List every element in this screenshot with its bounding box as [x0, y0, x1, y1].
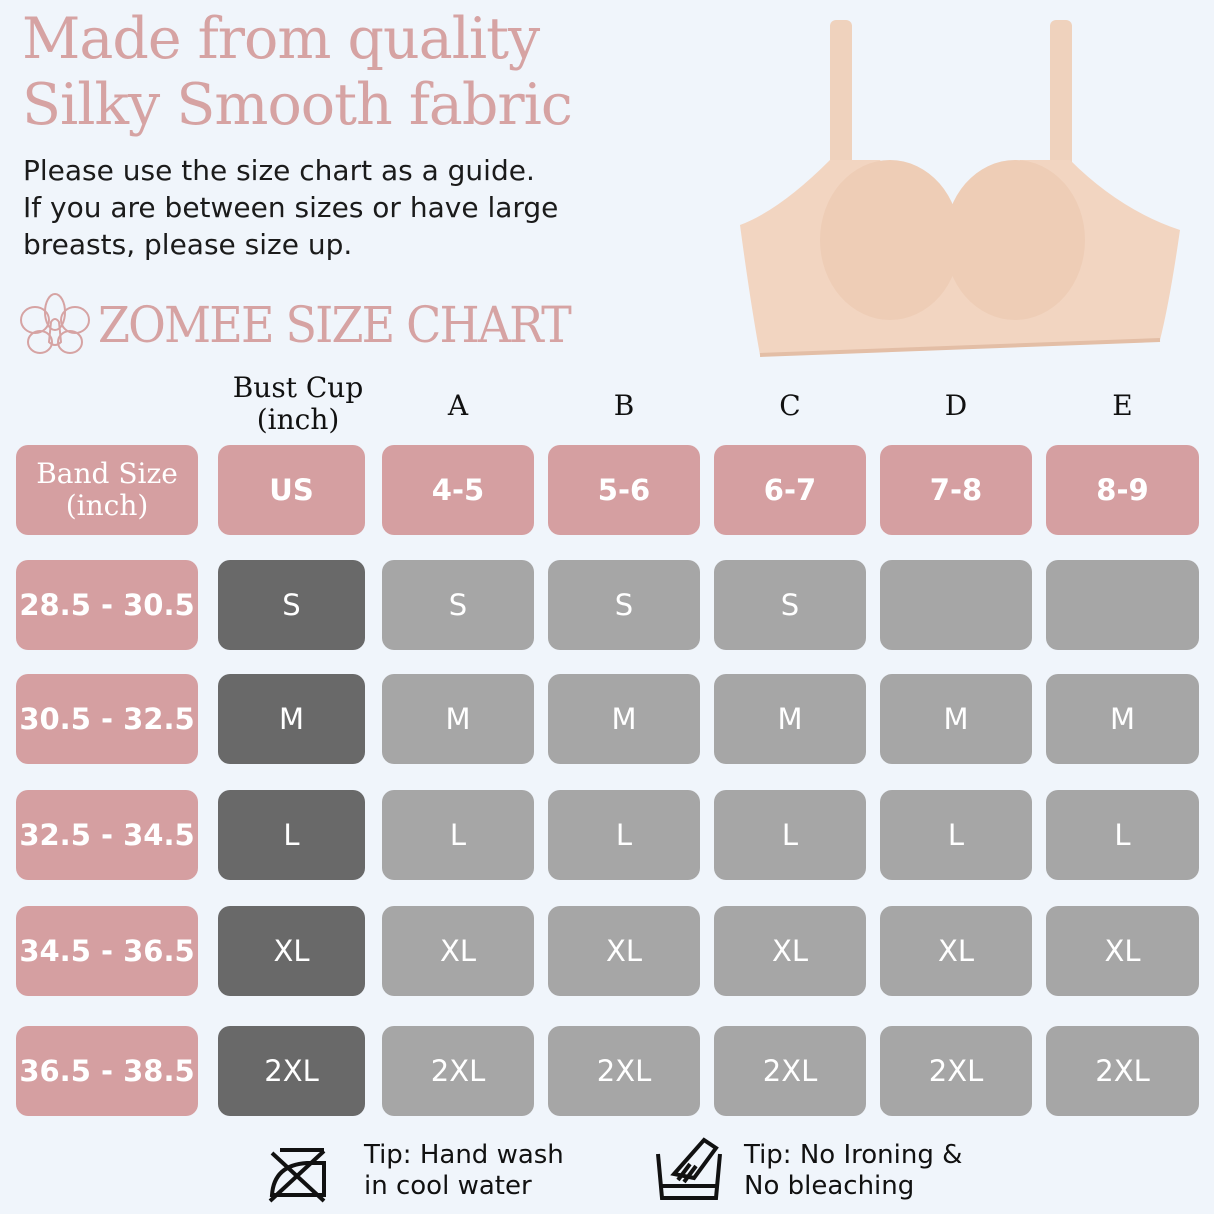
tip-no-ironing: Tip: No Ironing & No bleaching [744, 1140, 962, 1202]
tip-line: in cool water [364, 1171, 532, 1201]
headline-line1: Made from quality [22, 6, 540, 72]
size-cell: L [880, 790, 1032, 880]
band-size-cell: 36.5 - 38.5 [16, 1026, 198, 1116]
size-cell: S [714, 560, 866, 650]
size-cell: 2XL [1046, 1026, 1199, 1116]
band-size-label-line1: Band Size [36, 457, 178, 490]
hand-wash-icon [654, 1134, 724, 1208]
size-cell: XL [548, 906, 700, 996]
size-cell: 2XL [548, 1026, 700, 1116]
bust-cup-label-line2: (inch) [256, 403, 340, 436]
brand-title: ZOMEE SIZE CHART [98, 296, 572, 354]
orchid-logo-icon [20, 293, 90, 354]
us-size-cell: L [218, 790, 365, 880]
cup-header: C [779, 389, 801, 422]
cup-header: D [944, 389, 968, 422]
header-cell: 6-7 [714, 445, 866, 535]
band-size-label-line2: (inch) [65, 489, 149, 522]
subtitle-line2: If you are between sizes or have large [23, 191, 559, 224]
cup-header: B [613, 389, 635, 422]
size-cell: M [548, 674, 700, 764]
size-cell: L [548, 790, 700, 880]
headline: Made from quality Silky Smooth fabric [22, 6, 573, 138]
size-cell: XL [714, 906, 866, 996]
size-cell: 2XL [382, 1026, 534, 1116]
us-size-cell: S [218, 560, 365, 650]
size-cell: XL [382, 906, 534, 996]
us-size-cell: M [218, 674, 365, 764]
size-cell: L [382, 790, 534, 880]
size-cell: L [1046, 790, 1199, 880]
size-cell: XL [1046, 906, 1199, 996]
size-cell: S [548, 560, 700, 650]
size-cell: M [714, 674, 866, 764]
size-cell: M [382, 674, 534, 764]
band-size-cell: 34.5 - 36.5 [16, 906, 198, 996]
band-size-cell: 32.5 - 34.5 [16, 790, 198, 880]
cup-header: E [1112, 389, 1133, 422]
us-size-cell: XL [218, 906, 365, 996]
bust-cup-label: Bust Cup (inch) [218, 372, 378, 436]
product-image-bra [740, 20, 1180, 357]
subtitle-line3: breasts, please size up. [23, 228, 353, 261]
no-iron-icon [262, 1145, 330, 1207]
header-cell: 8-9 [1046, 445, 1199, 535]
header-cell: 5-6 [548, 445, 700, 535]
tip-hand-wash: Tip: Hand wash in cool water [364, 1140, 564, 1202]
tip-line: Tip: No Ironing & [744, 1140, 963, 1170]
cup-header: A [447, 389, 469, 422]
header-cell: 4-5 [382, 445, 534, 535]
size-cell: M [1046, 674, 1199, 764]
us-size-cell: 2XL [218, 1026, 365, 1116]
bust-cup-label-line1: Bust Cup [232, 371, 364, 404]
tip-line: No bleaching [744, 1171, 915, 1201]
band-size-cell: 30.5 - 32.5 [16, 674, 198, 764]
header-cell: US [218, 445, 365, 535]
tip-line: Tip: Hand wash [364, 1140, 564, 1170]
size-cell: XL [880, 906, 1032, 996]
size-cell [1046, 560, 1199, 650]
size-cell [880, 560, 1032, 650]
subtitle-line1: Please use the size chart as a guide. [23, 154, 535, 187]
headline-line2: Silky Smooth fabric [22, 72, 573, 138]
size-cell: L [714, 790, 866, 880]
band-size-cell: 28.5 - 30.5 [16, 560, 198, 650]
size-cell: M [880, 674, 1032, 764]
header-cell: 7-8 [880, 445, 1032, 535]
size-cell: S [382, 560, 534, 650]
band-size-header: Band Size (inch) [16, 445, 198, 535]
subtitle: Please use the size chart as a guide. If… [23, 152, 558, 263]
size-cell: 2XL [880, 1026, 1032, 1116]
size-cell: 2XL [714, 1026, 866, 1116]
